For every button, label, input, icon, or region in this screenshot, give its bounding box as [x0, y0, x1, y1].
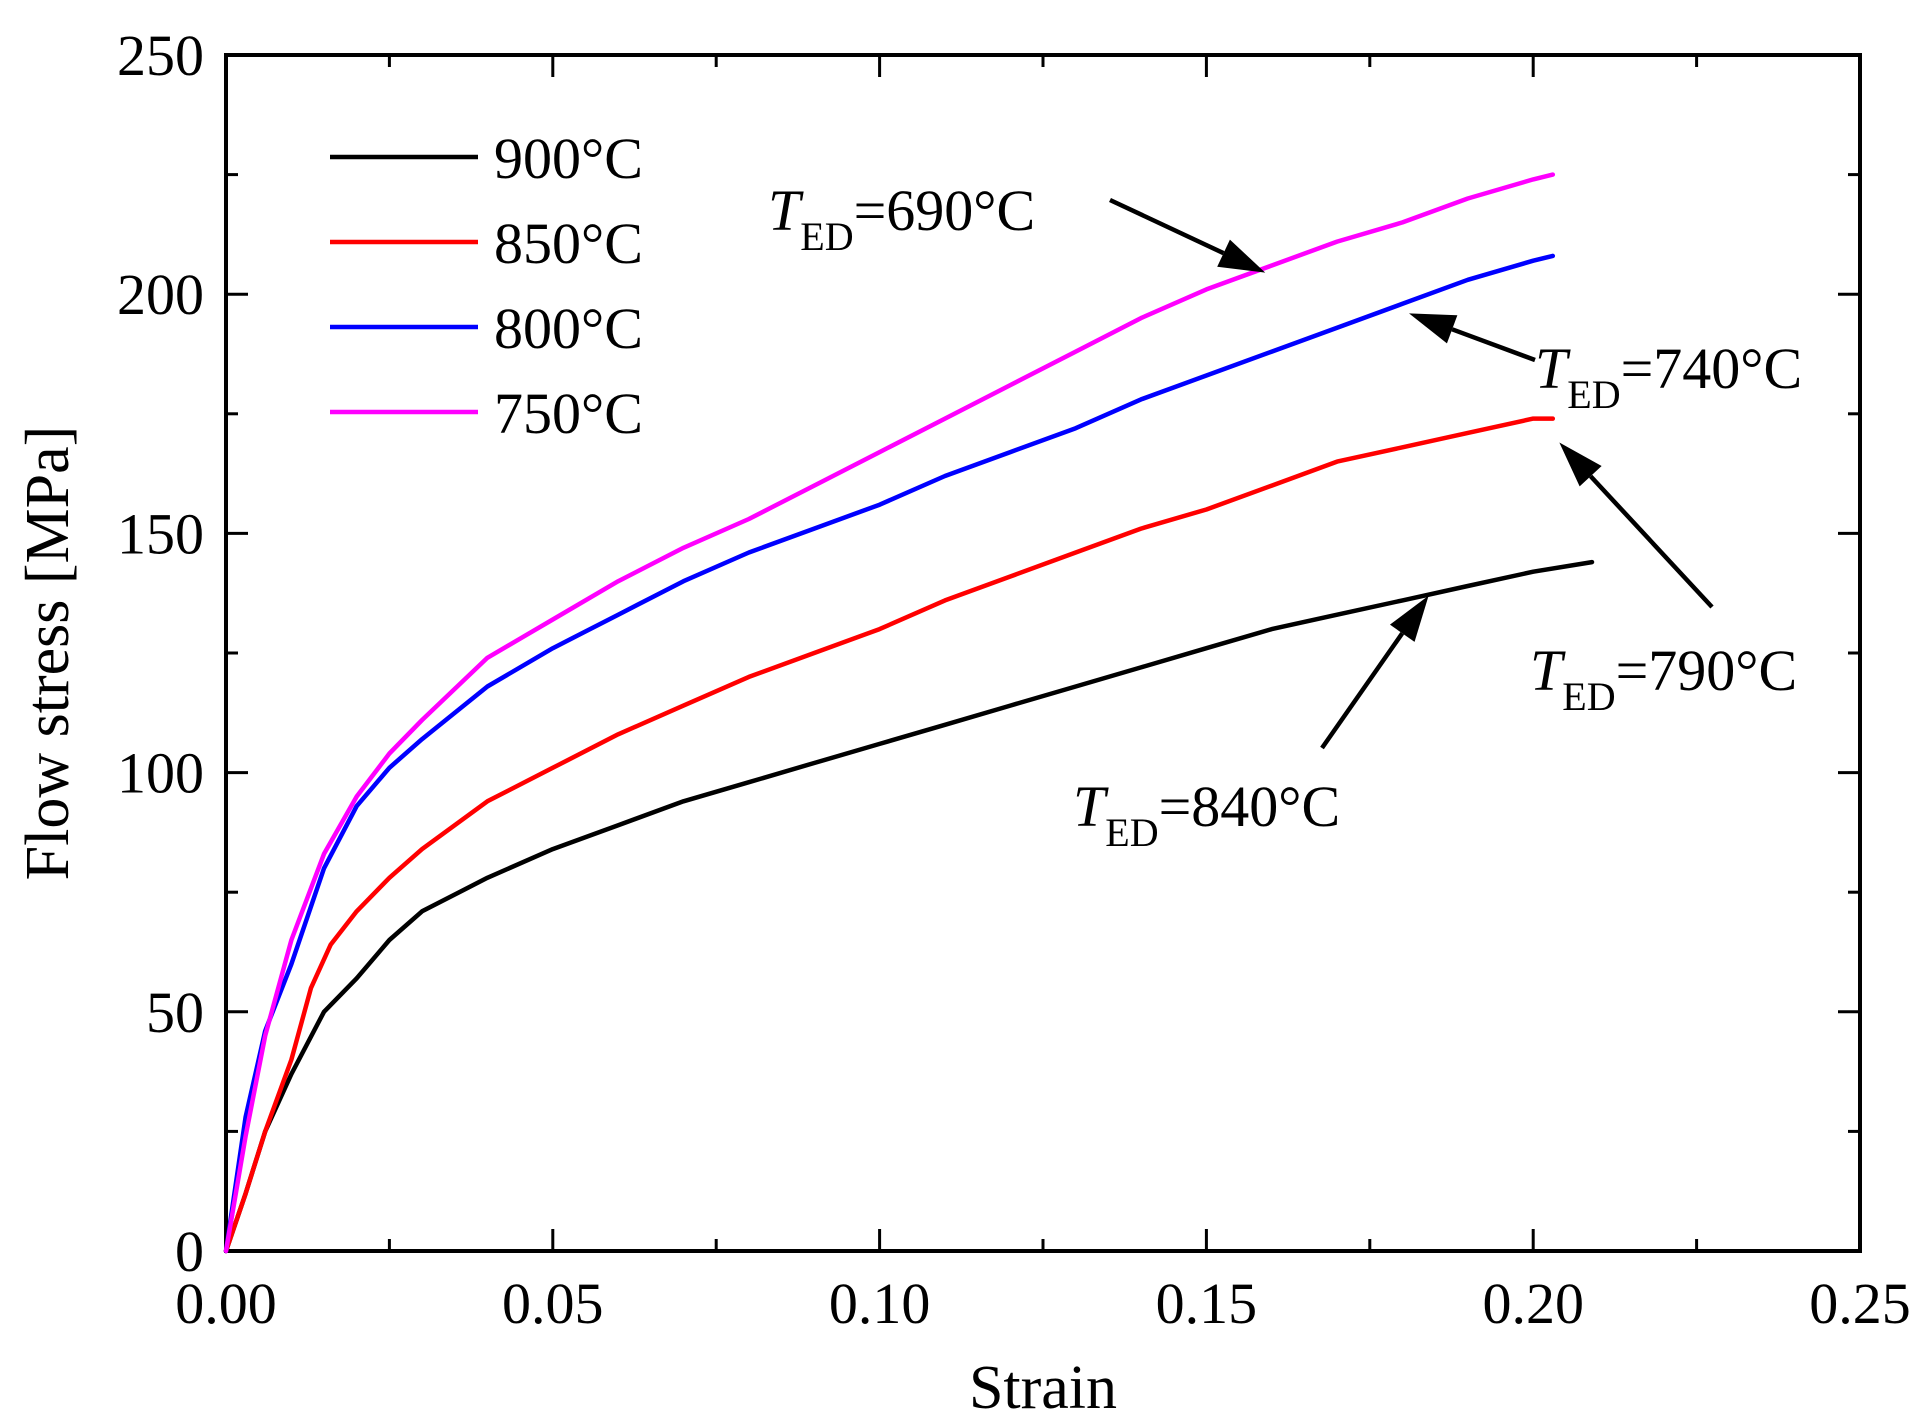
axis-ticks: 0.00 0.05 0.10 0.15 0.20 0.25 0 50 100 150 200 250 [117, 23, 1911, 1336]
annotation-arrow-shaft [1109, 197, 1225, 256]
y-tick-label: 250 [117, 23, 204, 88]
x-tick-label: 0.00 [175, 1271, 277, 1336]
annotation-arrow-head [1389, 595, 1429, 642]
legend-label: 900°C [494, 126, 643, 191]
x-tick-label: 0.15 [1156, 1271, 1258, 1336]
series-lines [223, 172, 1595, 1254]
series-line-900c [223, 559, 1595, 1254]
legend-label: 800°C [494, 296, 643, 361]
annotation-arrow-shaft [1588, 474, 1714, 609]
annotation-arrow-shaft [1320, 631, 1405, 750]
x-axis-title: Strain [969, 1354, 1117, 1422]
annotation-arrow-head [1217, 239, 1266, 273]
annotation-symbol: T [768, 178, 804, 243]
x-tick-label: 0.20 [1482, 1271, 1584, 1336]
annotation-symbol: T [1073, 774, 1109, 839]
annotation-value: =840°C [1159, 774, 1341, 839]
annotation-arrow-head [1409, 313, 1458, 344]
series-line-850c [223, 416, 1556, 1254]
series-line-800c [223, 253, 1556, 1254]
annotation-label: TED=690°C [768, 178, 1035, 259]
series-line-750c [223, 172, 1556, 1254]
legend: 900°C 850°C 800°C 750°C [330, 126, 643, 446]
annotation-label: TED=790°C [1530, 638, 1797, 719]
annotation-value: =790°C [1616, 638, 1798, 703]
annotation-arrow-head [1559, 442, 1602, 487]
annotation-label: TED=740°C [1535, 336, 1802, 417]
annotation-subscript: ED [800, 214, 853, 259]
y-tick-label: 100 [117, 741, 204, 806]
y-tick-label: 150 [117, 501, 204, 566]
annotation-value: =690°C [854, 178, 1036, 243]
annotation-label: TED=840°C [1073, 774, 1340, 855]
annotation-arrow-shaft [1451, 327, 1536, 363]
x-tick-label: 0.25 [1809, 1271, 1911, 1336]
annotation-subscript: ED [1567, 372, 1620, 417]
annotation-symbol: T [1530, 638, 1566, 703]
annotation-value: =740°C [1621, 336, 1803, 401]
y-tick-label: 200 [117, 262, 204, 327]
y-axis-title: Flow stress [MPa] [14, 426, 82, 881]
y-tick-label: 0 [175, 1219, 204, 1284]
annotation-subscript: ED [1562, 674, 1615, 719]
x-tick-label: 0.10 [829, 1271, 931, 1336]
annotation-subscript: ED [1105, 810, 1158, 855]
legend-label: 850°C [494, 211, 643, 276]
annotation-symbol: T [1535, 336, 1571, 401]
y-tick-label: 50 [146, 980, 204, 1045]
x-tick-label: 0.05 [502, 1271, 604, 1336]
legend-label: 750°C [494, 381, 643, 446]
